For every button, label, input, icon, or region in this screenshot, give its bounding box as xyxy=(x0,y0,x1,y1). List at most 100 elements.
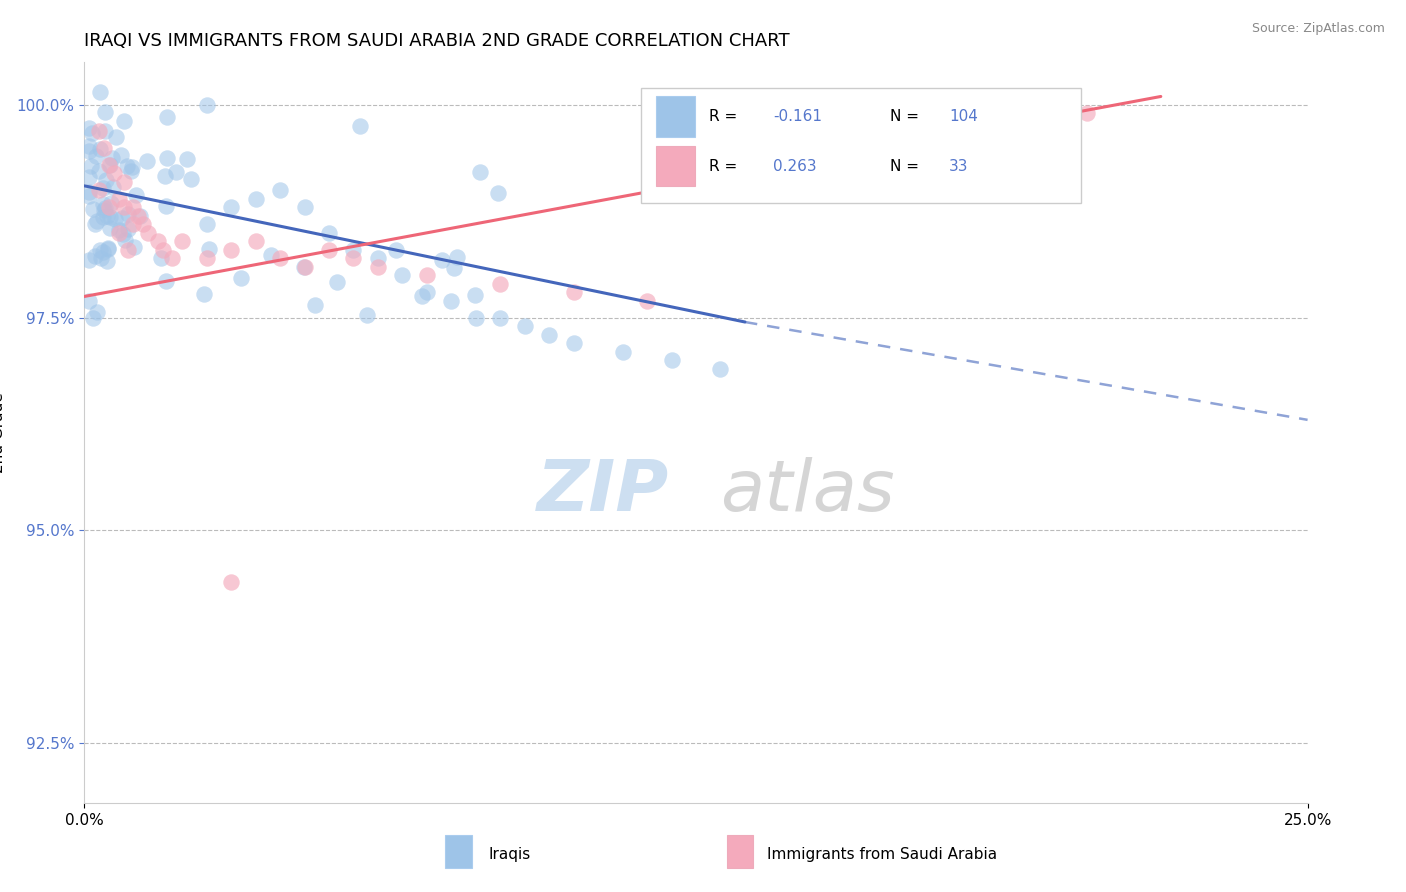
Point xyxy=(77,170,100,185)
Point xyxy=(89,143,111,157)
FancyBboxPatch shape xyxy=(641,88,1081,203)
Point xyxy=(195,217,218,231)
Point xyxy=(292,260,315,275)
Text: ZIP: ZIP xyxy=(537,458,669,526)
Point xyxy=(489,277,512,291)
Point xyxy=(636,293,658,308)
Point xyxy=(318,243,340,257)
Point xyxy=(156,151,179,165)
Point xyxy=(367,251,389,265)
Text: Source: ZipAtlas.com: Source: ZipAtlas.com xyxy=(1251,22,1385,36)
Point xyxy=(193,287,215,301)
Point xyxy=(432,252,454,267)
Text: R =: R = xyxy=(710,159,742,174)
Point xyxy=(486,186,509,200)
Text: 33: 33 xyxy=(949,159,969,174)
Point xyxy=(89,244,111,258)
Text: atlas: atlas xyxy=(720,458,896,526)
Point xyxy=(98,210,121,224)
Point xyxy=(661,353,683,368)
Point xyxy=(562,336,585,351)
Text: N =: N = xyxy=(890,159,924,174)
Point xyxy=(132,217,155,231)
Point xyxy=(146,234,169,248)
Point xyxy=(110,147,132,161)
Point xyxy=(91,245,114,260)
Point xyxy=(136,226,159,240)
Point xyxy=(513,319,536,334)
Point xyxy=(342,243,364,257)
Point xyxy=(198,242,221,256)
Point xyxy=(91,181,114,195)
Point xyxy=(82,202,104,217)
Point xyxy=(93,210,115,224)
Bar xyxy=(655,96,695,136)
Point xyxy=(304,298,326,312)
Point xyxy=(121,160,143,174)
Text: R =: R = xyxy=(710,109,742,124)
Point xyxy=(87,123,110,137)
Point xyxy=(84,217,107,231)
Point xyxy=(96,209,118,223)
Point xyxy=(318,226,340,240)
Point xyxy=(152,243,174,257)
Bar xyxy=(727,835,754,868)
Point xyxy=(94,173,117,187)
Point xyxy=(117,243,139,257)
Text: Immigrants from Saudi Arabia: Immigrants from Saudi Arabia xyxy=(766,847,997,863)
Bar xyxy=(655,145,695,186)
Point xyxy=(162,251,184,265)
Point xyxy=(538,327,561,342)
Point xyxy=(356,308,378,322)
Point xyxy=(98,158,121,172)
Point xyxy=(77,186,100,200)
Point xyxy=(562,285,585,300)
Point xyxy=(416,268,439,283)
Point xyxy=(416,285,439,300)
Point xyxy=(103,180,125,194)
Point xyxy=(349,119,371,133)
Point xyxy=(93,203,115,218)
Point xyxy=(176,152,198,166)
Point xyxy=(489,310,512,325)
Point xyxy=(100,151,122,165)
Point xyxy=(122,200,145,214)
Point xyxy=(195,251,218,265)
Text: N =: N = xyxy=(890,109,924,124)
Point xyxy=(150,251,173,265)
Point xyxy=(172,234,194,248)
Point xyxy=(112,227,135,241)
Point xyxy=(77,189,100,203)
Point xyxy=(91,196,114,211)
Point xyxy=(135,154,157,169)
Point xyxy=(155,274,177,288)
Point xyxy=(269,183,291,197)
Point xyxy=(77,145,100,159)
Point xyxy=(100,196,122,211)
Text: IRAQI VS IMMIGRANTS FROM SAUDI ARABIA 2ND GRADE CORRELATION CHART: IRAQI VS IMMIGRANTS FROM SAUDI ARABIA 2N… xyxy=(84,32,790,50)
Point xyxy=(94,124,117,138)
Point xyxy=(155,199,177,213)
Point xyxy=(80,159,103,173)
Point xyxy=(117,207,139,221)
Point xyxy=(411,289,433,303)
Point xyxy=(77,120,100,135)
Point xyxy=(367,260,389,274)
Point xyxy=(269,251,291,265)
Point xyxy=(180,172,202,186)
Point xyxy=(82,126,104,140)
Point xyxy=(90,251,112,265)
Point xyxy=(103,166,125,180)
Point xyxy=(107,192,129,206)
Text: Iraqis: Iraqis xyxy=(488,847,530,863)
Point xyxy=(77,293,100,308)
Point xyxy=(112,200,135,214)
Point xyxy=(245,192,267,206)
Text: 0.263: 0.263 xyxy=(773,159,817,174)
Text: 104: 104 xyxy=(949,109,979,124)
Point xyxy=(219,243,242,257)
Point xyxy=(443,261,465,276)
Point xyxy=(89,85,111,99)
Y-axis label: 2nd Grade: 2nd Grade xyxy=(0,392,6,473)
Point xyxy=(112,113,135,128)
